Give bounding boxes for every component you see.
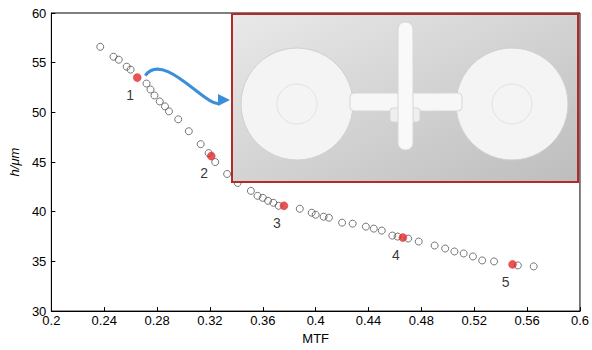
- svg-text:4: 4: [392, 247, 400, 263]
- svg-text:40: 40: [32, 204, 46, 219]
- svg-text:5: 5: [502, 274, 510, 290]
- svg-text:60: 60: [32, 6, 46, 21]
- svg-text:35: 35: [32, 254, 46, 269]
- svg-text:1: 1: [126, 87, 134, 103]
- svg-text:0.48: 0.48: [409, 313, 434, 328]
- svg-text:45: 45: [32, 155, 46, 170]
- svg-text:MTF: MTF: [302, 331, 329, 346]
- svg-text:0.52: 0.52: [462, 313, 487, 328]
- svg-text:h/μm: h/μm: [7, 147, 22, 176]
- svg-text:0.56: 0.56: [514, 313, 539, 328]
- svg-text:0.32: 0.32: [197, 313, 222, 328]
- svg-text:30: 30: [31, 303, 47, 319]
- svg-text:55: 55: [32, 55, 46, 70]
- svg-text:50: 50: [32, 105, 46, 120]
- svg-text:0.44: 0.44: [356, 313, 381, 328]
- svg-text:3: 3: [273, 215, 281, 231]
- svg-text:0.36: 0.36: [250, 313, 275, 328]
- svg-text:0.4: 0.4: [307, 313, 325, 328]
- svg-text:0.24: 0.24: [92, 313, 117, 328]
- svg-text:2: 2: [200, 165, 208, 181]
- svg-text:0.2: 0.2: [42, 313, 60, 328]
- svg-text:0.6: 0.6: [571, 313, 589, 328]
- svg-text:0.28: 0.28: [144, 313, 169, 328]
